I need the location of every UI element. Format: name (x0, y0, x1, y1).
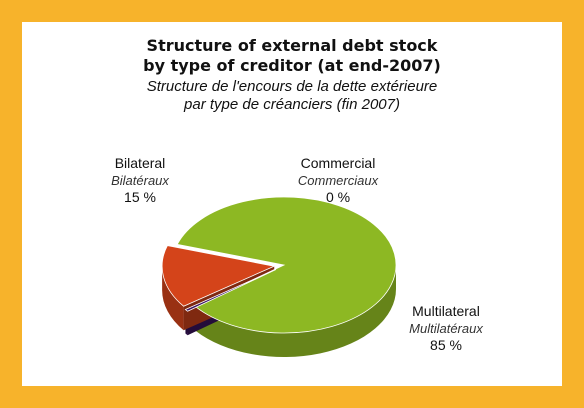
label-commercial-fr: Commerciaux (298, 173, 379, 188)
label-multilateral: Multilateral (412, 303, 480, 319)
label-commercial: Commercial (301, 155, 376, 171)
slice-commercial (184, 269, 277, 312)
label-multilateral-fr: Multilatéraux (409, 321, 483, 336)
chart-subtitle-line-1: Structure de l'encours de la dette extér… (146, 78, 438, 95)
value-label-commercial: 0 % (326, 189, 350, 205)
chart-panel: Structure of external debt stock by type… (22, 22, 562, 386)
slice-multilateral (176, 196, 397, 334)
chart-subtitle-line-2: par type de créanciers (fin 2007) (184, 96, 400, 113)
slice-bilateral (161, 245, 276, 307)
chart-title-block: Structure of external debt stock by type… (22, 36, 562, 114)
label-bilateral-fr: Bilatéraux (111, 173, 169, 188)
label-bilateral: Bilateral (115, 155, 166, 171)
pie-tops (161, 196, 397, 334)
pie-chart: Bilateral Bilatéraux 15 % Commercial Com… (111, 155, 483, 357)
slice-side-bilateral (162, 266, 184, 331)
chart-title-line-1: Structure of external debt stock (146, 36, 438, 55)
value-label-bilateral: 15 % (124, 189, 156, 205)
value-label-multilateral: 85 % (430, 337, 462, 353)
chart-title-line-2: by type of creditor (at end-2007) (143, 56, 441, 75)
slice-side-multilateral (195, 265, 396, 357)
